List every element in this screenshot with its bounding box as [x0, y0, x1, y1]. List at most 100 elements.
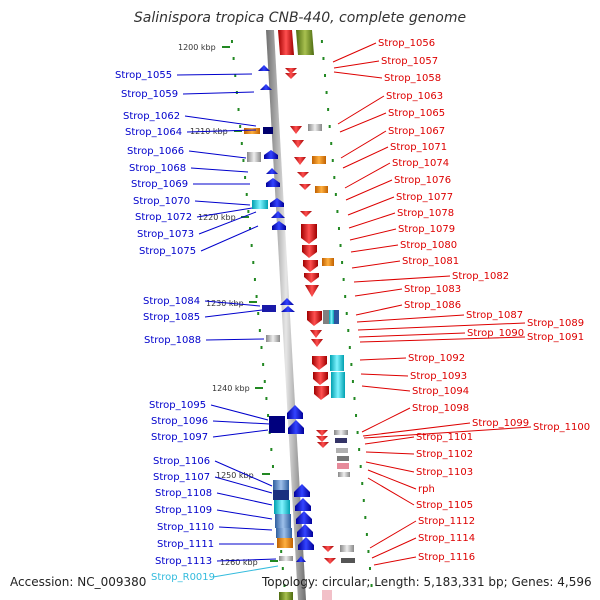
gene-block	[275, 514, 291, 528]
gene-label-strop_1081[interactable]: Strop_1081	[402, 256, 459, 267]
gene-arrow-down	[290, 126, 302, 134]
gene-label-strop_1089[interactable]: Strop_1089	[527, 318, 584, 329]
guide-dot	[249, 227, 252, 230]
gene-label-strop_1097[interactable]: Strop_1097	[151, 432, 208, 443]
gene-label-strop_1064[interactable]: Strop_1064	[125, 127, 182, 138]
gene-label-strop_1095[interactable]: Strop_1095	[149, 400, 206, 411]
gene-block	[340, 545, 354, 552]
gene-label-strop_1077[interactable]: Strop_1077	[396, 192, 453, 203]
gene-label-strop_1099[interactable]: Strop_1099	[472, 418, 529, 429]
left-leader-line	[210, 404, 269, 421]
right-leader-line	[349, 228, 397, 241]
gene-block	[266, 335, 280, 342]
gene-label-strop_1085[interactable]: Strop_1085	[143, 312, 200, 323]
gene-label-strop_1078[interactable]: Strop_1078	[397, 208, 454, 219]
gene-label-strop_1067[interactable]: Strop_1067	[388, 126, 445, 137]
gene-label-strop_1068[interactable]: Strop_1068	[129, 163, 186, 174]
gene-label-strop_1094[interactable]: Strop_1094	[412, 386, 469, 397]
gene-label-strop_1071[interactable]: Strop_1071	[390, 142, 447, 153]
gene-label-strop_1092[interactable]: Strop_1092	[408, 353, 465, 364]
gene-label-strop_1069[interactable]: Strop_1069	[131, 179, 188, 190]
guide-dot	[258, 329, 261, 332]
gene-label-strop_1074[interactable]: Strop_1074	[392, 158, 449, 169]
gene-label-strop_1102[interactable]: Strop_1102	[416, 449, 473, 460]
gene-label-strop_1091[interactable]: Strop_1091	[527, 332, 584, 343]
tick-label: 1250 kbp	[216, 471, 254, 480]
gene-label-strop_1086[interactable]: Strop_1086	[404, 300, 461, 311]
gene-label-strop_1090[interactable]: Strop_1090	[467, 328, 524, 339]
gene-label-strop_1058[interactable]: Strop_1058	[384, 73, 441, 84]
gene-label-strop_1106[interactable]: Strop_1106	[153, 456, 210, 467]
gene-label-strop_1113[interactable]: Strop_1113	[155, 556, 212, 567]
gene-label-strop_1070[interactable]: Strop_1070	[133, 196, 190, 207]
gene-label-strop_1079[interactable]: Strop_1079	[398, 224, 455, 235]
gene-label-strop_1063[interactable]: Strop_1063	[386, 91, 443, 102]
guide-dot	[270, 448, 273, 451]
gene-label-rph[interactable]: rph	[418, 484, 435, 495]
gene-label-strop_1080[interactable]: Strop_1080	[400, 240, 457, 251]
guide-dot	[347, 329, 350, 332]
right-leader-line	[350, 244, 399, 253]
gene-label-strop_1111[interactable]: Strop_1111	[157, 539, 214, 550]
gene-label-strop_1105[interactable]: Strop_1105	[416, 500, 473, 511]
gene-label-strop_1107[interactable]: Strop_1107	[153, 472, 210, 483]
gene-label-strop_1093[interactable]: Strop_1093	[410, 371, 467, 382]
gene-arrow-down	[324, 558, 336, 564]
gene-label-strop_1076[interactable]: Strop_1076	[394, 175, 451, 186]
right-leader-line	[337, 95, 385, 125]
guide-dot	[237, 108, 240, 111]
gene-arrow-up	[258, 65, 270, 71]
gene-label-strop_1096[interactable]: Strop_1096	[151, 416, 208, 427]
gene-label-strop_1055[interactable]: Strop_1055	[115, 70, 172, 81]
guide-dot	[337, 227, 340, 230]
gene-label-strop_1075[interactable]: Strop_1075	[139, 246, 196, 257]
guide-dot	[250, 244, 253, 247]
gene-label-strop_1083[interactable]: Strop_1083	[404, 284, 461, 295]
guide-dot	[341, 261, 344, 264]
guide-dot	[361, 482, 364, 485]
right-leader-line	[363, 426, 532, 439]
gene-block	[323, 310, 329, 324]
gene-arrow-up	[280, 298, 294, 305]
gene-label-strop_r0019[interactable]: Strop_R0019	[151, 572, 215, 583]
gene-label-strop_1087[interactable]: Strop_1087	[466, 310, 523, 321]
gene-label-strop_1088[interactable]: Strop_1088	[144, 335, 201, 346]
guide-dot	[348, 346, 351, 349]
gene-label-strop_1109[interactable]: Strop_1109	[155, 505, 212, 516]
gene-block	[276, 528, 292, 538]
gene-label-strop_1062[interactable]: Strop_1062	[123, 111, 180, 122]
guide-dot	[368, 567, 371, 570]
gene-label-strop_1101[interactable]: Strop_1101	[416, 432, 473, 443]
gene-label-strop_1056[interactable]: Strop_1056	[378, 38, 435, 49]
left-leader-line	[214, 476, 273, 494]
gene-label-strop_1112[interactable]: Strop_1112	[418, 516, 475, 527]
right-leader-line	[361, 385, 411, 392]
gene-label-strop_1084[interactable]: Strop_1084	[143, 296, 200, 307]
right-leader-line	[361, 407, 411, 433]
gene-label-strop_1082[interactable]: Strop_1082	[452, 271, 509, 282]
gene-label-strop_1110[interactable]: Strop_1110	[157, 522, 214, 533]
gene-label-strop_1103[interactable]: Strop_1103	[416, 467, 473, 478]
gene-label-strop_1100[interactable]: Strop_1100	[533, 422, 590, 433]
gene-arrow-up	[260, 84, 272, 90]
gene-label-strop_1116[interactable]: Strop_1116	[418, 552, 475, 563]
gene-block	[244, 128, 260, 134]
gene-label-strop_1057[interactable]: Strop_1057	[381, 56, 438, 67]
gene-label-strop_1072[interactable]: Strop_1072	[135, 212, 192, 223]
guide-dot	[255, 295, 258, 298]
gene-arrow-up	[288, 420, 304, 434]
gene-label-strop_1108[interactable]: Strop_1108	[155, 488, 212, 499]
gene-label-strop_1059[interactable]: Strop_1059	[121, 89, 178, 100]
gene-arrow-up	[295, 498, 311, 511]
gene-label-strop_1065[interactable]: Strop_1065	[388, 108, 445, 119]
gene-block	[334, 310, 339, 324]
left-leader-line	[218, 526, 273, 531]
gene-label-strop_1066[interactable]: Strop_1066	[127, 146, 184, 157]
gene-label-strop_1098[interactable]: Strop_1098	[412, 403, 469, 414]
guide-dot	[358, 448, 361, 451]
gene-label-strop_1073[interactable]: Strop_1073	[137, 229, 194, 240]
gene-block	[247, 152, 261, 162]
gene-label-strop_1114[interactable]: Strop_1114	[418, 533, 475, 544]
right-leader-line	[358, 332, 466, 338]
guide-dot	[283, 584, 286, 587]
